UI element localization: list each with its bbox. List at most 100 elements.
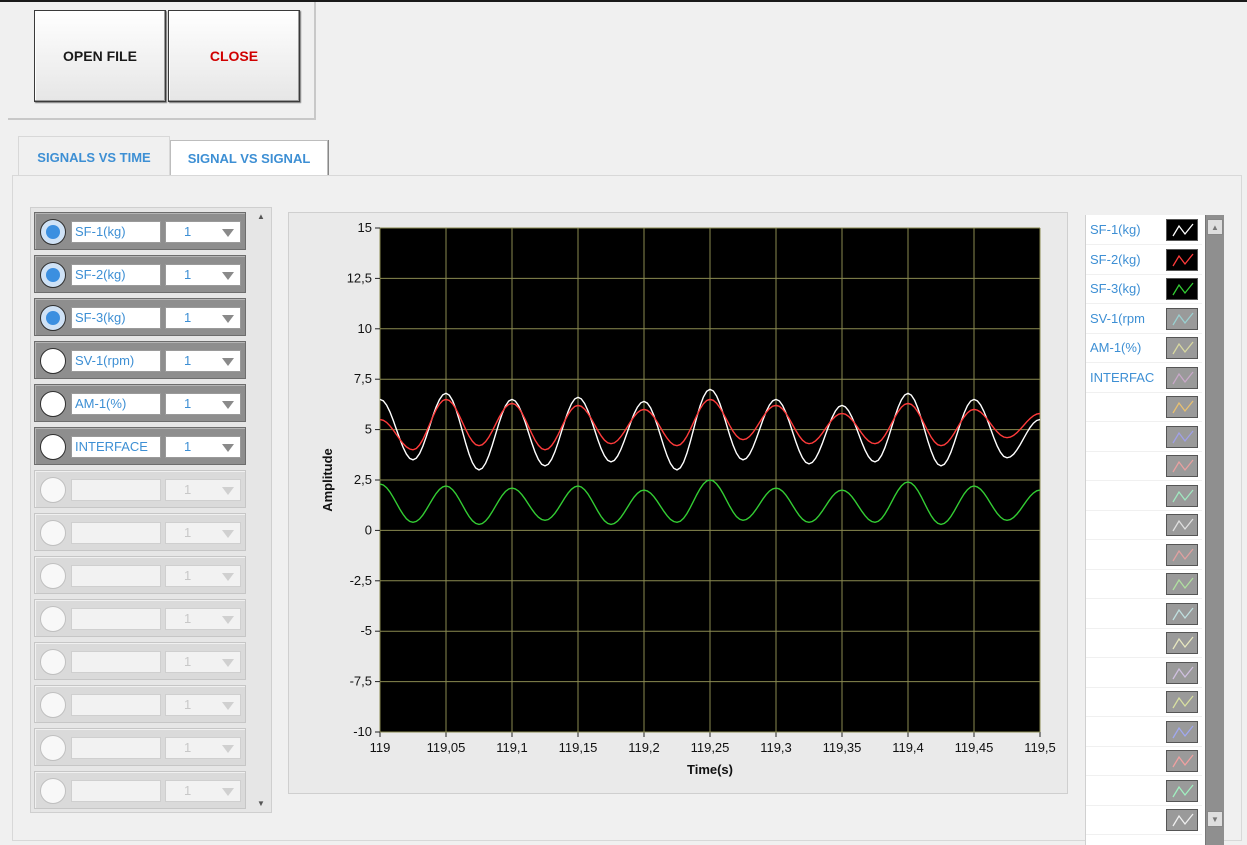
x-tick-label: 119,1 (496, 740, 528, 755)
legend-item (1086, 569, 1202, 599)
legend-item: SF-1(kg) (1086, 215, 1202, 245)
plot-style-swatch-icon[interactable] (1166, 514, 1198, 536)
plot-style-swatch-icon[interactable] (1166, 366, 1198, 389)
channel-radio-button[interactable] (40, 262, 66, 288)
legend-item (1086, 540, 1202, 570)
channel-scale-value: 1 (184, 568, 192, 583)
y-tick-label: -5 (360, 623, 372, 638)
series-line-1 (379, 398, 1041, 451)
channel-name-field (71, 737, 161, 759)
channel-radio-button[interactable] (40, 305, 66, 331)
plot-style-swatch-icon[interactable] (1166, 278, 1198, 300)
legend-item (1086, 717, 1202, 747)
chevron-down-icon (222, 659, 234, 667)
legend-scrollbar[interactable]: ▲ ▼ (1205, 215, 1224, 845)
tab-signals-vs-time[interactable]: SIGNALS VS TIME (18, 136, 170, 177)
close-button[interactable]: CLOSE (168, 10, 300, 102)
plot-style-swatch-icon[interactable] (1166, 691, 1198, 713)
y-axis-label: Amplitude (320, 448, 335, 512)
tab-signal-vs-signal[interactable]: SIGNAL VS SIGNAL (170, 140, 328, 175)
plot-style-swatch-icon[interactable] (1166, 396, 1198, 418)
channel-row: INTERFACE 1 (34, 427, 246, 465)
channel-radio-button (40, 520, 66, 546)
chevron-down-icon (222, 573, 234, 581)
plot-style-swatch-icon[interactable] (1166, 779, 1198, 802)
chevron-down-icon (222, 358, 234, 366)
channel-scale-dropdown[interactable]: 1 (165, 393, 241, 415)
channel-scale-value: 1 (184, 740, 192, 755)
plot-style-swatch-icon[interactable] (1166, 425, 1198, 448)
channel-row: 1 (34, 771, 246, 809)
channel-scale-dropdown[interactable]: 1 (165, 436, 241, 458)
chevron-down-icon (222, 616, 234, 624)
plot-style-swatch-icon[interactable] (1166, 809, 1198, 831)
channel-radio-button (40, 692, 66, 718)
channel-scale-dropdown: 1 (165, 780, 241, 802)
channel-radio-button[interactable] (40, 391, 66, 417)
channel-row: 1 (34, 513, 246, 551)
channel-scale-dropdown[interactable]: 1 (165, 264, 241, 286)
channel-scale-dropdown: 1 (165, 522, 241, 544)
channel-scale-dropdown[interactable]: 1 (165, 221, 241, 243)
chevron-down-icon (222, 315, 234, 323)
plot-style-swatch-icon[interactable] (1166, 337, 1198, 359)
plot-style-swatch-icon[interactable] (1166, 632, 1198, 654)
x-tick-label: 119,3 (760, 740, 792, 755)
plot-style-swatch-icon[interactable] (1166, 484, 1198, 507)
plot-style-swatch-icon[interactable] (1166, 455, 1198, 477)
legend-item (1086, 451, 1202, 481)
chevron-down-icon (222, 702, 234, 710)
channel-scale-dropdown: 1 (165, 479, 241, 501)
plot-style-swatch-icon[interactable] (1166, 219, 1198, 241)
channel-radio-button[interactable] (40, 434, 66, 460)
channel-scale-value: 1 (184, 224, 192, 239)
waveform-graph[interactable]: 119 119,05 119,1 119,15 119,2 119,25 119,3 119,… (288, 212, 1068, 794)
open-file-button[interactable]: OPEN FILE (34, 10, 166, 102)
legend-scroll-down-icon[interactable]: ▼ (1207, 811, 1223, 827)
x-tick-label: 119,35 (823, 740, 862, 755)
channel-scale-value: 1 (184, 654, 192, 669)
channel-name-field (71, 651, 161, 673)
channel-scale-dropdown: 1 (165, 651, 241, 673)
legend-item (1086, 392, 1202, 422)
channel-name-field: SF-1(kg) (71, 221, 161, 243)
series-line-2 (379, 479, 1041, 526)
channel-name-field (71, 479, 161, 501)
plot-style-swatch-icon[interactable] (1166, 248, 1198, 271)
channel-name-field: SV-1(rpm) (71, 350, 161, 372)
channel-scale-value: 1 (184, 482, 192, 497)
channel-radio-button[interactable] (40, 219, 66, 245)
plot-style-swatch-icon[interactable] (1166, 720, 1198, 743)
x-tick-label: 119,2 (628, 740, 660, 755)
channel-scale-dropdown[interactable]: 1 (165, 307, 241, 329)
y-tick-label: -10 (353, 724, 372, 739)
plot-style-swatch-icon[interactable] (1166, 307, 1198, 330)
legend-item (1086, 805, 1202, 835)
plot-legend: SF-1(kg) SF-2(kg) SF-3(kg) SV-1(rpm AM-1(%) I… (1085, 215, 1205, 845)
channel-row: 1 (34, 470, 246, 508)
window-top-edge (0, 0, 1247, 2)
channel-row: 1 (34, 685, 246, 723)
plot-style-swatch-icon[interactable] (1166, 573, 1198, 595)
channel-scale-value: 1 (184, 267, 192, 282)
plot-style-swatch-icon[interactable] (1166, 543, 1198, 566)
legend-item: SF-2(kg) (1086, 245, 1202, 275)
plot-style-swatch-icon[interactable] (1166, 661, 1198, 684)
channel-row: 1 (34, 728, 246, 766)
channel-scale-dropdown[interactable]: 1 (165, 350, 241, 372)
legend-item (1086, 746, 1202, 776)
channel-radio-button[interactable] (40, 348, 66, 374)
legend-item (1086, 658, 1202, 688)
y-tick-label: 12,5 (347, 270, 372, 285)
legend-item (1086, 481, 1202, 511)
channel-list-scrollbar[interactable]: ▲ ▼ (253, 208, 269, 812)
plot-style-swatch-icon[interactable] (1166, 750, 1198, 772)
channel-name-field: INTERFACE (71, 436, 161, 458)
legend-scroll-up-icon[interactable]: ▲ (1207, 219, 1223, 235)
scroll-down-icon[interactable]: ▼ (257, 799, 265, 808)
scroll-up-icon[interactable]: ▲ (257, 212, 265, 221)
channel-row: SF-2(kg) 1 (34, 255, 246, 293)
channel-name-field (71, 522, 161, 544)
plot-style-swatch-icon[interactable] (1166, 602, 1198, 625)
channel-scale-value: 1 (184, 697, 192, 712)
